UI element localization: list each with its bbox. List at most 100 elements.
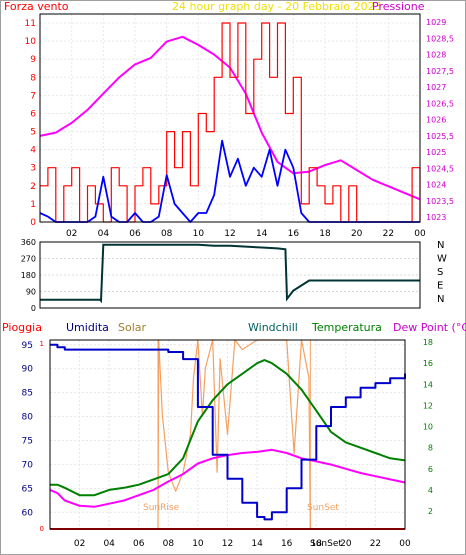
pressure-y-tick-label: 1026,5 <box>426 99 454 108</box>
wind-y-tick-label: 0 <box>30 218 36 228</box>
direction-y-tick-label: 0 <box>31 304 36 313</box>
x-tick-label: 12 <box>224 229 235 239</box>
temperature-y-tick-label: 10 <box>423 423 433 432</box>
compass-direction-label: W <box>437 254 447 265</box>
humidity-y-tick-label: 95 <box>22 341 33 351</box>
temp-humidity-plot-frame <box>49 339 406 530</box>
x-tick-label: 14 <box>256 229 268 239</box>
humidity-label: Umidita <box>66 321 109 334</box>
pressure-y-tick-label: 1027,5 <box>426 67 454 76</box>
windchill-label: Windchill <box>248 321 298 334</box>
humidity-y-tick-label: 60 <box>22 508 34 518</box>
temp-humidity-axis-ticks: 02 04 06 08 10 12 14 16 18 20 22 006065707580859095… <box>22 338 433 549</box>
pressure-y-tick-label: 1025 <box>426 148 446 157</box>
pressure-y-tick-label: 1023,5 <box>426 197 454 206</box>
x-tick-label: 12 <box>222 539 233 549</box>
rain-label: Pioggia <box>2 321 42 334</box>
wind-y-tick-label: 8 <box>30 73 36 83</box>
humidity-y-tick-label: 70 <box>22 460 34 470</box>
x-tick-label: 04 <box>103 539 115 549</box>
compass-direction-label: S <box>437 267 443 278</box>
wind-direction-series-line <box>40 243 420 304</box>
x-tick-label: 06 <box>129 229 141 239</box>
wind-y-tick-label: 11 <box>25 19 36 29</box>
wind-y-tick-label: 3 <box>30 164 36 174</box>
temperature-y-tick-label: 14 <box>423 380 433 389</box>
x-tick-label: 08 <box>161 229 173 239</box>
x-tick-label: 22 <box>370 539 381 549</box>
dewpoint-series-line <box>49 448 406 508</box>
pressure-y-tick-label: 1023 <box>426 213 446 222</box>
direction-y-tick-label: 180 <box>21 271 36 280</box>
wind-direction-plot-frame <box>39 241 421 309</box>
temperature-y-tick-label: 12 <box>423 401 433 410</box>
x-tick-label: 14 <box>251 539 263 549</box>
x-tick-label: 20 <box>351 229 363 239</box>
direction-y-tick-label: 360 <box>21 238 36 247</box>
solar-label: Solar <box>118 321 147 334</box>
x-tick-label: 02 <box>74 539 85 549</box>
temperature-series-line <box>50 359 406 497</box>
direction-y-tick-label: 270 <box>21 255 36 264</box>
x-tick-label: 18 <box>319 229 331 239</box>
rain-y-tick-label: 0 <box>40 525 44 533</box>
pressure-y-tick-label: 1025,5 <box>426 132 454 141</box>
x-tick-label: 02 <box>66 229 77 239</box>
wind-y-tick-label: 2 <box>30 182 36 192</box>
sunset-annotation: SunSet <box>307 503 339 513</box>
wind-y-tick-label: 5 <box>30 128 36 138</box>
pressure-y-tick-label: 1026 <box>426 116 446 125</box>
humidity-y-tick-label: 90 <box>22 365 34 375</box>
compass-direction-label: N <box>437 294 444 305</box>
pressure-y-tick-label: 1024,5 <box>426 164 454 173</box>
compass-direction-label: N <box>437 240 444 251</box>
wind-y-tick-label: 1 <box>30 200 36 210</box>
temperature-y-tick-label: 2 <box>428 507 433 516</box>
wind-y-tick-label: 4 <box>30 146 36 156</box>
wind-gust-series-line <box>40 22 421 223</box>
x-tick-label: 10 <box>192 539 204 549</box>
x-tick-label: 10 <box>193 229 205 239</box>
humidity-y-tick-label: 65 <box>22 484 33 494</box>
x-tick-label: 16 <box>281 539 293 549</box>
pressure-label: Pressione <box>372 0 425 13</box>
humidity-y-tick-label: 85 <box>22 389 33 399</box>
pressure-y-tick-label: 1028 <box>426 51 446 60</box>
direction-y-tick-label: 90 <box>26 288 36 297</box>
pressure-y-tick-label: 1024 <box>426 181 446 190</box>
sunset-axis-annotation: SunSet <box>310 539 342 549</box>
wind-direction-series <box>40 243 420 304</box>
solar-series-line <box>50 339 405 530</box>
temperature-y-tick-label: 8 <box>428 444 433 453</box>
temperature-label: Temperatura <box>311 321 382 334</box>
pressure-y-tick-label: 1028,5 <box>426 34 454 43</box>
wind-y-tick-label: 9 <box>30 55 36 65</box>
x-tick-label: 22 <box>383 229 394 239</box>
x-tick-label: 06 <box>133 539 145 549</box>
wind-y-tick-label: 6 <box>30 109 36 119</box>
temperature-y-tick-label: 18 <box>423 338 433 347</box>
wind-y-tick-label: 10 <box>25 37 37 47</box>
x-tick-label: 00 <box>399 539 411 549</box>
pressure-y-tick-label: 1027 <box>426 83 446 92</box>
humidity-y-tick-label: 75 <box>22 436 33 446</box>
x-tick-label: 18 <box>311 539 323 549</box>
x-tick-label: 04 <box>98 229 110 239</box>
x-tick-label: 08 <box>163 539 175 549</box>
wind-speed-label: Forza vento <box>4 0 69 13</box>
rain-y-tick-label: 1 <box>40 340 44 348</box>
compass-direction-label: E <box>437 281 443 292</box>
wind-pressure-plot-frame <box>39 13 421 223</box>
temperature-y-tick-label: 6 <box>428 465 433 474</box>
x-tick-label: 20 <box>340 539 352 549</box>
pressure-y-tick-label: 1029 <box>426 18 446 27</box>
sunrise-annotation: SunRise <box>143 503 180 513</box>
temperature-y-tick-label: 16 <box>423 359 433 368</box>
wind-pressure-axis-ticks: 02 04 06 08 10 12 14 16 18 20 22 000123456789101110… <box>25 18 454 239</box>
x-tick-label: 16 <box>288 229 300 239</box>
wind-y-tick-label: 7 <box>30 91 36 101</box>
